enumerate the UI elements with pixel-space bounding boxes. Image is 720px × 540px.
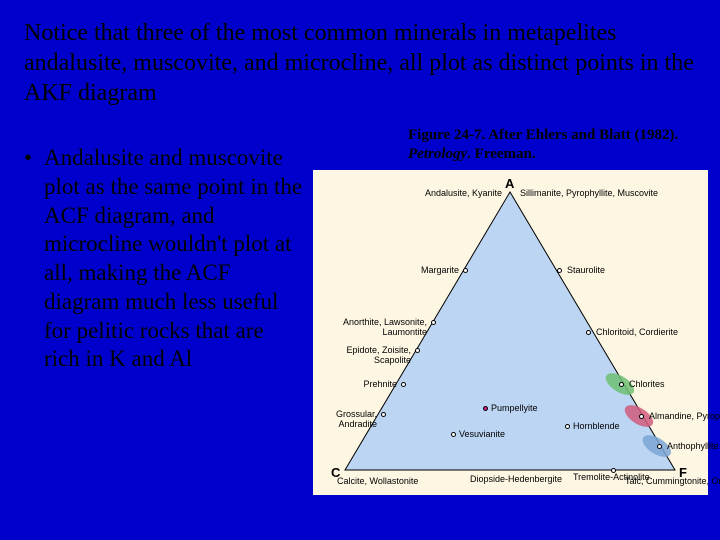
mineral-label: Tremolite-Actinolite <box>573 472 650 482</box>
bullet-item: • Andalusite and muscovite plot as the s… <box>24 144 303 374</box>
slide-title: Notice that three of the most common min… <box>0 0 720 116</box>
acf-ternary-diagram: A C F Andalusite, Kyanite Sillimanite, P… <box>313 170 708 495</box>
figure-column: Figure 24-7. After Ehlers and Blatt (198… <box>303 126 708 495</box>
mineral-point <box>639 414 644 419</box>
caption-prefix: Figure 24-7. After Ehlers and Blatt (198… <box>408 127 678 143</box>
mineral-label: Hornblende <box>573 421 620 431</box>
mineral-point <box>565 424 570 429</box>
top-left-minerals: Andalusite, Kyanite <box>425 188 502 198</box>
figure-caption: Figure 24-7. After Ehlers and Blatt (198… <box>313 126 708 170</box>
mineral-label: Prehnite <box>363 379 397 389</box>
bullet-text: Andalusite and muscovite plot as the sam… <box>44 144 303 374</box>
mineral-label: Epidote, Zoisite, Scapolite <box>313 345 411 365</box>
mineral-label: Staurolite <box>567 265 605 275</box>
mineral-point <box>415 348 420 353</box>
mineral-point <box>463 268 468 273</box>
vertex-a-label: A <box>505 176 514 191</box>
mineral-point <box>557 268 562 273</box>
mineral-point <box>381 412 386 417</box>
mineral-label: Anthophyllite <box>667 441 719 451</box>
bullet-dot: • <box>24 144 44 374</box>
mineral-label: Margarite <box>421 265 459 275</box>
mineral-point <box>401 382 406 387</box>
caption-italic: Petrology <box>408 146 467 162</box>
mineral-label: Grossular, Andradite <box>313 409 377 429</box>
mineral-label: Chloritoid, Cordierite <box>596 327 678 337</box>
mineral-point <box>483 406 488 411</box>
bottom-c-label: Calcite, Wollastonite <box>337 476 418 486</box>
mineral-point <box>451 432 456 437</box>
bullet-column: • Andalusite and muscovite plot as the s… <box>24 126 303 495</box>
top-right-minerals: Sillimanite, Pyrophyllite, Muscovite <box>520 188 658 198</box>
mineral-label: Vesuvianite <box>459 429 505 439</box>
mineral-point <box>586 330 591 335</box>
mineral-point <box>431 320 436 325</box>
mineral-label: Chlorites <box>629 379 665 389</box>
mineral-label: Pumpellyite <box>491 403 538 413</box>
mineral-label: Almandine, Pyrope <box>649 411 720 421</box>
bottom-mid-label: Diopside-Hedenbergite <box>470 474 560 484</box>
mineral-label: Anorthite, Lawsonite, Laumontite <box>317 317 427 337</box>
content-row: • Andalusite and muscovite plot as the s… <box>0 116 720 495</box>
mineral-point <box>619 382 624 387</box>
caption-suffix: . Freeman. <box>467 146 535 162</box>
mineral-point <box>657 444 662 449</box>
